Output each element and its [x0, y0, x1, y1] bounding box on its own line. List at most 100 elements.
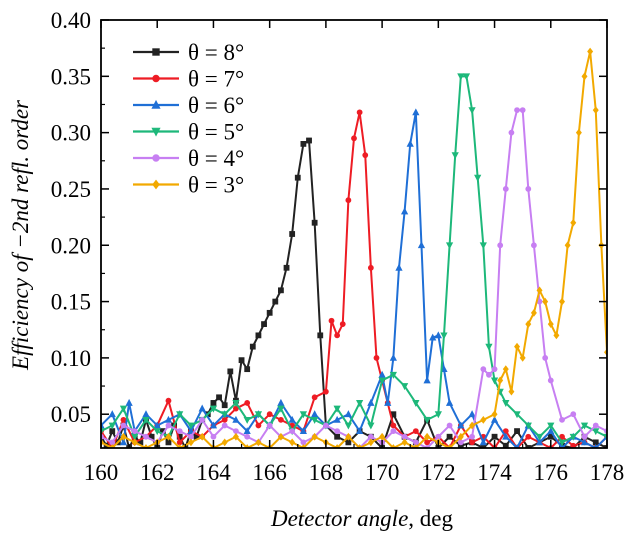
data-point: [457, 73, 465, 81]
data-point: [221, 438, 228, 447]
data-point: [389, 353, 397, 361]
x-tick-label: 162: [140, 460, 175, 485]
data-point: [277, 432, 284, 441]
data-point: [232, 432, 239, 441]
legend-label: θ = 8°: [188, 40, 244, 65]
data-point: [345, 432, 352, 441]
data-point: [373, 354, 380, 361]
x-axis-title-unit: , deg: [408, 506, 453, 531]
data-point: [547, 427, 555, 435]
data-point: [513, 411, 521, 419]
data-point: [530, 308, 537, 317]
data-point: [266, 309, 273, 316]
data-point: [406, 139, 414, 147]
y-axis-title: Efficiency of −2nd refl. order: [8, 99, 33, 371]
data-point: [491, 410, 498, 419]
data-point: [131, 428, 138, 435]
data-point: [367, 438, 374, 447]
data-point: [277, 398, 285, 406]
data-point: [131, 433, 139, 441]
data-point: [187, 422, 195, 430]
data-point: [451, 152, 459, 160]
legend-item: θ = 3°: [133, 173, 244, 198]
data-point: [311, 410, 319, 418]
legend-marker: [152, 179, 160, 190]
data-point: [232, 415, 240, 423]
legend-item: θ = 5°: [133, 120, 244, 145]
data-point: [469, 439, 475, 446]
data-point: [424, 432, 431, 441]
data-point: [412, 400, 420, 407]
data-point: [446, 433, 453, 440]
y-tick-label: 0.15: [51, 290, 91, 315]
series-3: [101, 108, 607, 448]
data-point: [153, 428, 161, 436]
data-point: [165, 432, 172, 441]
data-point: [575, 128, 582, 137]
data-point: [328, 317, 335, 324]
data-point: [165, 422, 172, 429]
data-point: [277, 405, 285, 413]
data-point: [486, 371, 492, 378]
series-2: [101, 109, 607, 448]
legend: θ = 8°θ = 7°θ = 6°θ = 5°θ = 4°θ = 3°: [133, 40, 244, 198]
data-point: [469, 421, 476, 430]
data-point: [289, 231, 296, 237]
data-point: [480, 366, 487, 373]
data-point: [559, 416, 565, 423]
data-point: [514, 342, 521, 351]
data-point: [559, 297, 566, 306]
data-point: [468, 410, 476, 418]
data-point: [490, 415, 499, 423]
data-point: [221, 411, 229, 419]
legend-item: θ = 4°: [133, 146, 244, 171]
data-point: [564, 241, 571, 250]
data-point: [221, 422, 228, 429]
axes-layer: 160 162 164 166 168 170 172 174 176 178 0.05 0.10 0.…: [51, 8, 625, 485]
data-point: [502, 432, 510, 440]
x-tick-label: 164: [196, 460, 231, 485]
data-point: [445, 398, 454, 406]
data-point: [333, 415, 341, 423]
data-point: [339, 321, 346, 328]
series-line: [101, 50, 607, 448]
data-point: [514, 428, 520, 435]
data-point: [266, 422, 273, 429]
data-point: [187, 427, 195, 435]
data-point: [165, 397, 172, 404]
y-tick-label: 0.35: [51, 64, 91, 89]
data-point: [216, 394, 222, 401]
data-point: [497, 242, 504, 249]
data-point: [243, 427, 251, 435]
data-point: [108, 410, 116, 418]
legend-marker: [152, 154, 160, 162]
data-point: [255, 438, 262, 447]
data-point: [278, 287, 284, 294]
data-point: [508, 387, 515, 396]
data-point: [143, 433, 149, 440]
data-point: [525, 186, 532, 192]
data-point: [261, 321, 267, 328]
data-point: [536, 286, 543, 295]
data-point: [570, 218, 577, 227]
data-point: [120, 422, 127, 429]
data-point: [288, 415, 296, 423]
data-point: [445, 242, 454, 250]
data-point: [108, 422, 116, 430]
data-point: [266, 411, 273, 418]
data-point: [491, 433, 498, 440]
data-point: [525, 320, 532, 328]
data-point: [367, 422, 375, 430]
data-point: [502, 400, 510, 407]
legend-marker: [151, 99, 161, 109]
data-point: [440, 332, 448, 340]
x-tick-label: 170: [365, 460, 400, 485]
legend-item: θ = 8°: [133, 40, 244, 65]
data-point: [479, 438, 487, 446]
data-point: [390, 422, 397, 429]
data-point: [362, 152, 369, 159]
x-tick-label: 166: [252, 460, 287, 485]
data-point: [502, 365, 509, 374]
data-point: [299, 411, 308, 419]
series-line: [101, 109, 607, 448]
